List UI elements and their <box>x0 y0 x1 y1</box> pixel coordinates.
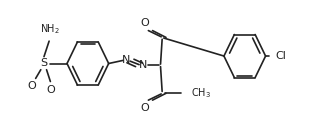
Text: S: S <box>40 59 47 68</box>
Text: N: N <box>122 55 130 65</box>
Text: O: O <box>140 18 149 28</box>
Text: O: O <box>140 103 149 113</box>
Text: CH$_3$: CH$_3$ <box>191 86 211 100</box>
Text: NH$_2$: NH$_2$ <box>40 22 60 36</box>
Text: O: O <box>27 81 36 91</box>
Text: N: N <box>139 60 147 70</box>
Text: O: O <box>47 85 56 95</box>
Text: Cl: Cl <box>275 51 286 61</box>
